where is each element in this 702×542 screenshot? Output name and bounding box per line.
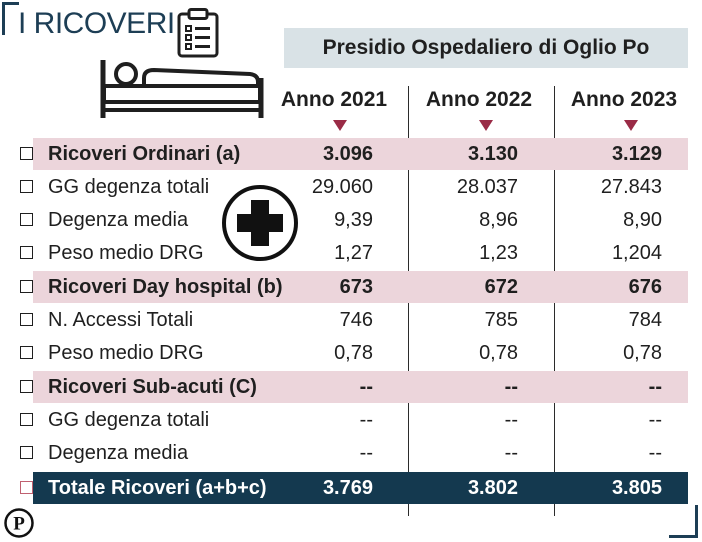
arrow-down-icon bbox=[333, 120, 347, 131]
row-label: Ricoveri Sub-acuti (C) bbox=[48, 376, 257, 398]
row-label: Degenza media bbox=[48, 442, 189, 464]
year-header-2023: Anno 2023 bbox=[570, 88, 678, 111]
value-2022: 0,78 bbox=[479, 342, 518, 364]
value-2022: 672 bbox=[484, 276, 518, 298]
value-2022: 1,23 bbox=[479, 242, 518, 264]
value-2021: 29.060 bbox=[311, 176, 373, 198]
corner-frame-bottom-right bbox=[669, 505, 698, 538]
corner-frame-top-left bbox=[2, 2, 19, 35]
checkbox-square-icon bbox=[20, 213, 33, 226]
year-header-2022: Anno 2022 bbox=[425, 88, 533, 111]
year-header-2021: Anno 2021 bbox=[280, 88, 388, 111]
value-2021: 673 bbox=[339, 276, 373, 298]
value-2022: -- bbox=[504, 442, 518, 464]
value-2021: -- bbox=[359, 376, 373, 398]
value-2021: 746 bbox=[339, 309, 373, 331]
value-2021: 3.096 bbox=[322, 143, 373, 165]
row-label: Ricoveri Ordinari (a) bbox=[48, 143, 241, 165]
value-2022: 28.037 bbox=[456, 176, 518, 198]
value-2023: 676 bbox=[628, 276, 662, 298]
medical-cross-icon bbox=[222, 185, 298, 261]
checkbox-square-icon bbox=[20, 180, 33, 193]
arrow-down-icon bbox=[479, 120, 493, 131]
table-row: Degenza media 9,39 8,96 8,90 bbox=[0, 204, 702, 236]
checkbox-square-icon bbox=[20, 380, 33, 393]
row-label: Degenza media bbox=[48, 209, 189, 231]
value-2023: 3.129 bbox=[611, 143, 662, 165]
checkbox-square-icon bbox=[20, 313, 33, 326]
table-row: Ricoveri Day hospital (b) 673 672 676 bbox=[0, 271, 702, 303]
checkbox-square-icon bbox=[20, 446, 33, 459]
value-2023: 784 bbox=[628, 309, 662, 331]
value-2022: -- bbox=[504, 409, 518, 431]
arrow-down-icon bbox=[624, 120, 638, 131]
value-2022: 785 bbox=[484, 309, 518, 331]
value-2021: -- bbox=[359, 409, 373, 431]
hospital-header: Presidio Ospedaliero di Oglio Po bbox=[284, 28, 688, 68]
checkbox-square-icon bbox=[20, 280, 33, 293]
value-2021: 1,27 bbox=[334, 242, 373, 264]
value-2023: 3.805 bbox=[611, 477, 662, 499]
row-label: N. Accessi Totali bbox=[48, 309, 194, 331]
table-row: N. Accessi Totali 746 785 784 bbox=[0, 304, 702, 336]
table-row-total: Totale Ricoveri (a+b+c) 3.769 3.802 3.80… bbox=[0, 472, 702, 504]
value-2023: 27.843 bbox=[600, 176, 662, 198]
table-row: Ricoveri Ordinari (a) 3.096 3.130 3.129 bbox=[0, 138, 702, 170]
checkbox-square-icon bbox=[20, 413, 33, 426]
table-row: GG degenza totali -- -- -- bbox=[0, 404, 702, 436]
table-row: Degenza media -- -- -- bbox=[0, 437, 702, 469]
value-2022: -- bbox=[504, 376, 518, 398]
checkbox-square-icon bbox=[20, 246, 33, 259]
row-label: Peso medio DRG bbox=[48, 342, 204, 364]
value-2023: 8,90 bbox=[623, 209, 662, 231]
value-2021: -- bbox=[359, 442, 373, 464]
value-2021: 0,78 bbox=[334, 342, 373, 364]
value-2023: 1,204 bbox=[611, 242, 662, 264]
value-2021: 9,39 bbox=[334, 209, 373, 231]
table-row: Peso medio DRG 0,78 0,78 0,78 bbox=[0, 337, 702, 369]
logo-letter: P bbox=[13, 514, 25, 535]
row-label: Peso medio DRG bbox=[48, 242, 204, 264]
publisher-logo-icon: P bbox=[4, 508, 34, 538]
checkbox-square-icon bbox=[20, 481, 33, 494]
page-title: I RICOVERI bbox=[18, 7, 175, 40]
value-2023: -- bbox=[648, 409, 662, 431]
clipboard-icon bbox=[177, 8, 219, 58]
bed-icon bbox=[100, 60, 264, 118]
value-2022: 8,96 bbox=[479, 209, 518, 231]
table-row: Peso medio DRG 1,27 1,23 1,204 bbox=[0, 237, 702, 269]
row-label: GG degenza totali bbox=[48, 176, 210, 198]
checkbox-square-icon bbox=[20, 346, 33, 359]
row-label: Totale Ricoveri (a+b+c) bbox=[48, 477, 267, 499]
value-2022: 3.802 bbox=[467, 477, 518, 499]
table-row: Ricoveri Sub-acuti (C) -- -- -- bbox=[0, 371, 702, 403]
table-row: GG degenza totali 29.060 28.037 27.843 bbox=[0, 171, 702, 203]
row-label: Ricoveri Day hospital (b) bbox=[48, 276, 283, 298]
row-label: GG degenza totali bbox=[48, 409, 210, 431]
value-2022: 3.130 bbox=[467, 143, 518, 165]
value-2023: -- bbox=[648, 442, 662, 464]
value-2023: -- bbox=[648, 376, 662, 398]
value-2023: 0,78 bbox=[623, 342, 662, 364]
value-2021: 3.769 bbox=[322, 477, 373, 499]
checkbox-square-icon bbox=[20, 147, 33, 160]
